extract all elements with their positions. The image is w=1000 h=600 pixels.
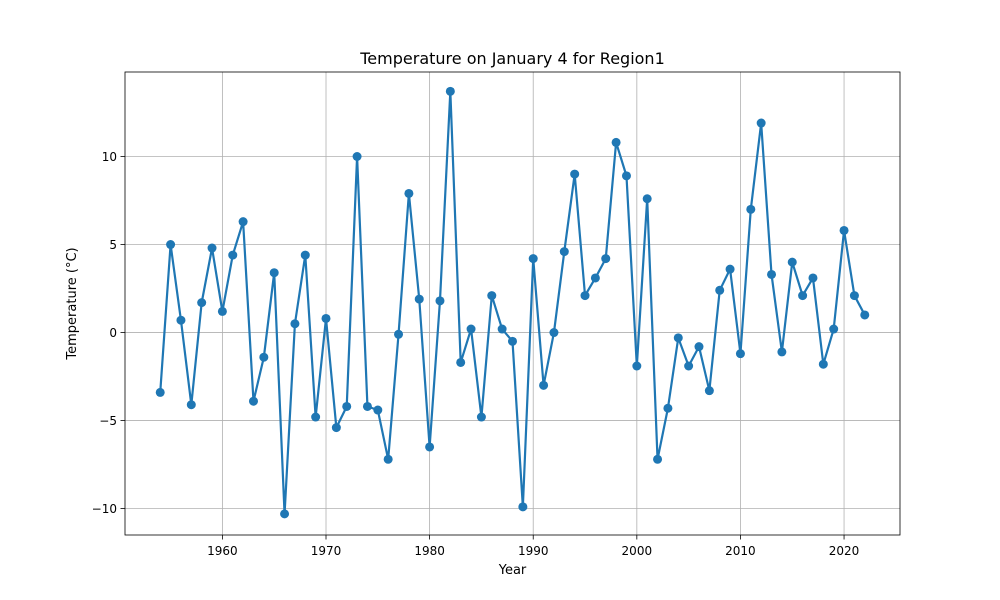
data-point [217,306,227,316]
data-point [632,361,642,371]
x-tick-label: 1960 [207,544,238,558]
x-axis-ticks: 1960 1970 1980 1990 2000 2010 2020 [207,535,859,558]
data-point [321,313,331,323]
data-point [362,401,372,411]
data-point [487,291,497,301]
data-point [269,268,279,278]
data-point [248,396,258,406]
y-tick-label: 10 [102,150,117,164]
data-point [611,137,621,147]
data-point [528,254,538,264]
data-point [290,319,300,329]
x-tick-label: 2010 [725,544,756,558]
data-point [601,254,611,264]
data-point [715,285,725,295]
x-tick-label: 2020 [829,544,860,558]
data-point [653,454,663,464]
data-point [155,387,165,397]
data-point [549,328,559,338]
data-point [798,291,808,301]
data-point [166,240,176,250]
data-point [383,454,393,464]
data-point [570,169,580,179]
data-point [404,188,414,198]
data-point [735,349,745,359]
data-point [394,329,404,339]
chart-title: Temperature on January 4 for Region1 [359,49,665,68]
data-point [228,250,238,260]
temperature-series [155,86,870,519]
data-point [176,315,186,325]
data-point [694,342,704,352]
data-point [311,412,321,422]
x-tick-label: 1970 [311,544,342,558]
data-point [621,171,631,181]
data-point [414,294,424,304]
data-point [186,400,196,410]
data-point [590,273,600,283]
data-point [352,152,362,162]
data-point [342,401,352,411]
y-tick-label: 0 [109,326,117,340]
data-point [435,296,445,306]
y-axis-label: Temperature (°C) [65,247,80,360]
data-point [259,352,269,362]
data-point [808,273,818,283]
data-point [663,403,673,413]
x-axis-label: Year [498,563,527,578]
data-point [280,509,290,519]
data-point [238,217,248,227]
plot-area-frame [124,71,901,536]
data-point [767,269,777,279]
grid-lines [125,72,900,535]
data-point [860,310,870,320]
data-point [704,386,714,396]
data-point [559,247,569,257]
data-point [373,405,383,415]
x-tick-label: 2000 [622,544,653,558]
x-tick-label: 1980 [414,544,445,558]
data-point [746,204,756,214]
data-point [197,298,207,308]
y-axis-ticks: −10 −5 0 5 10 [92,150,125,516]
y-tick-label: 5 [109,238,117,252]
data-point [539,380,549,390]
y-tick-label: −10 [92,502,117,516]
data-point [777,347,787,357]
data-point [425,442,435,452]
data-point [849,291,859,301]
data-point [331,423,341,433]
data-point [497,324,507,334]
data-point [207,243,217,253]
x-tick-label: 1990 [518,544,549,558]
data-point [476,412,486,422]
data-point [508,336,517,346]
data-point [445,86,455,96]
data-point [300,250,310,260]
data-point [673,333,683,343]
data-point [642,194,652,204]
data-point [829,324,839,334]
data-point [787,257,797,267]
y-tick-label: −5 [99,414,117,428]
data-point [466,324,476,334]
data-point [684,361,694,371]
data-point [725,264,735,274]
data-point [818,359,828,369]
data-point [456,357,466,367]
data-point [756,118,766,128]
data-point [580,291,590,301]
data-point [839,225,849,235]
data-point [518,502,528,512]
